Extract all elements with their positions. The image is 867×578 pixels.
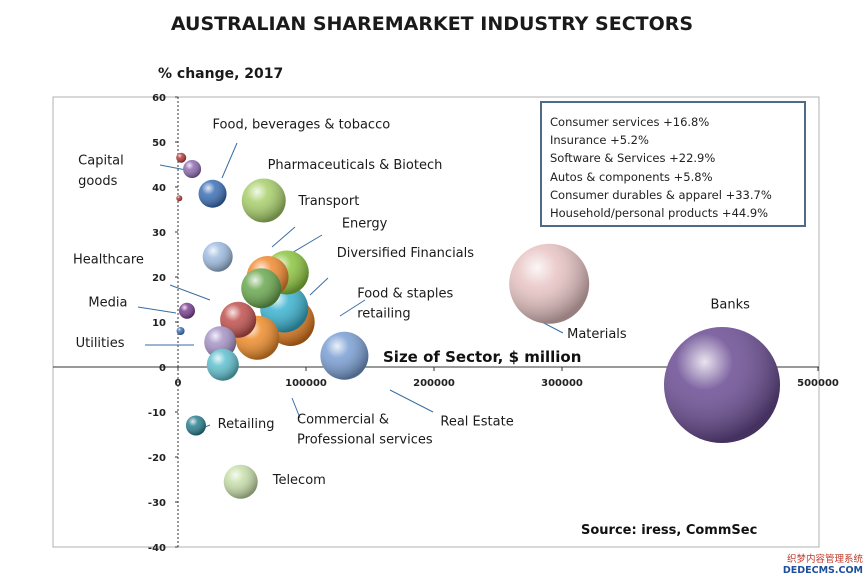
bubble-shine <box>183 160 202 178</box>
watermark: 织梦内容管理系统 DEDECMS.COM <box>783 554 863 576</box>
leader-line <box>309 277 329 296</box>
chart-title: AUSTRALIAN SHAREMARKET INDUSTRY SECTORS <box>171 13 693 35</box>
bubble-shine <box>176 152 187 163</box>
watermark-line2: DEDECMS.COM <box>782 565 863 576</box>
bubble-household-personal-products <box>176 195 183 202</box>
note-line: Consumer durables & apparel +33.7% <box>550 187 772 202</box>
notes-box: Consumer services +16.8% Insurance +5.2% S… <box>540 101 806 227</box>
bubble-shine <box>509 243 590 324</box>
leader-line <box>339 299 366 317</box>
y-tick-label: 0 <box>159 363 166 374</box>
bubble-shine <box>206 348 239 381</box>
bubble-shine <box>185 415 206 436</box>
bubble-shine <box>202 241 233 272</box>
bubble-shine <box>220 301 257 338</box>
bubble-insurance <box>202 241 233 272</box>
sector-label: goods <box>78 174 117 189</box>
bubble-retailing <box>185 415 206 436</box>
bubble-autos-components <box>176 327 185 335</box>
sector-label: Banks <box>710 298 750 313</box>
y-tick-label: 30 <box>152 228 166 239</box>
sector-label: Professional services <box>297 433 433 448</box>
y-tick-label: 60 <box>152 93 166 104</box>
x-tick-label: 0 <box>175 378 182 389</box>
sector-label: Commercial & <box>297 412 389 427</box>
sector-label: Food, beverages & tobacco <box>213 118 391 133</box>
bubble-shine <box>223 464 258 499</box>
bubble-media <box>178 302 195 319</box>
bubble-healthcare <box>220 301 257 338</box>
bubble-consumer-durables-apparel <box>176 152 187 163</box>
sector-label: Telecom <box>272 473 326 488</box>
leader-line <box>389 389 434 413</box>
source-note: Source: iress, CommSec <box>581 523 757 538</box>
y-tick-label: -20 <box>148 453 166 464</box>
x-axis-label: Size of Sector, $ million <box>383 348 581 366</box>
note-line: Software & Services +22.9% <box>550 151 716 166</box>
x-tick-label: 500000 <box>797 378 839 389</box>
y-tick-label: -30 <box>148 498 166 509</box>
bubble-capital-goods <box>183 160 202 178</box>
bubble-shine <box>664 327 780 443</box>
sector-label: Retailing <box>218 417 275 432</box>
bubble-shine <box>176 195 183 202</box>
sector-label: Energy <box>342 217 388 232</box>
note-line: Household/personal products +44.9% <box>550 206 769 221</box>
bubble-shine <box>241 268 282 309</box>
leader-line <box>137 306 177 314</box>
bubble-telecom <box>223 464 258 499</box>
bubble-pharmaceuticals-biotech <box>241 178 286 223</box>
bubble-materials <box>509 243 590 324</box>
note-line: Consumer services +16.8% <box>550 115 710 129</box>
y-tick-label: -10 <box>148 408 166 419</box>
note-line: Autos & components +5.8% <box>550 169 713 184</box>
sector-label: Transport <box>297 194 359 209</box>
bubble-shine <box>198 179 227 208</box>
bubble-shine <box>178 302 195 319</box>
bubble-shine <box>241 178 286 223</box>
watermark-line1: 织梦内容管理系统 <box>786 554 863 565</box>
sector-label: Diversified Financials <box>337 246 475 261</box>
sector-label: Real Estate <box>440 415 513 430</box>
y-tick-label: 40 <box>152 183 166 194</box>
sector-label: Pharmaceuticals & Biotech <box>268 158 443 173</box>
x-tick-label: 200000 <box>413 378 455 389</box>
leader-line <box>159 164 187 171</box>
bubble-software-services <box>206 348 239 381</box>
sector-label: Food & staples <box>357 286 453 301</box>
bubble-transport <box>241 268 282 309</box>
y-axis-label: % change, 2017 <box>158 66 283 82</box>
x-tick-label: 100000 <box>285 378 327 389</box>
sector-label: Utilities <box>76 336 125 351</box>
bubble-food-beverages-tobacco <box>198 179 227 208</box>
sector-label: retailing <box>357 307 410 322</box>
sector-label: Media <box>88 295 127 310</box>
leader-line <box>221 142 238 179</box>
y-tick-label: 50 <box>152 138 166 149</box>
y-tick-label: 20 <box>152 273 166 284</box>
bubble-real-estate <box>320 331 369 380</box>
sector-label: Materials <box>567 327 627 342</box>
bubble-shine <box>320 331 369 380</box>
leader-line <box>271 226 296 248</box>
note-line: Insurance +5.2% <box>550 133 649 148</box>
bubble-shine <box>176 327 185 335</box>
bubble-banks <box>664 327 780 443</box>
sector-label: Healthcare <box>73 253 144 268</box>
leader-line <box>291 397 301 419</box>
y-tick-label: -40 <box>148 543 166 554</box>
leader-line <box>169 284 211 301</box>
y-tick-label: 10 <box>152 318 166 329</box>
x-tick-label: 300000 <box>541 378 583 389</box>
sector-label: Capital <box>78 154 124 169</box>
